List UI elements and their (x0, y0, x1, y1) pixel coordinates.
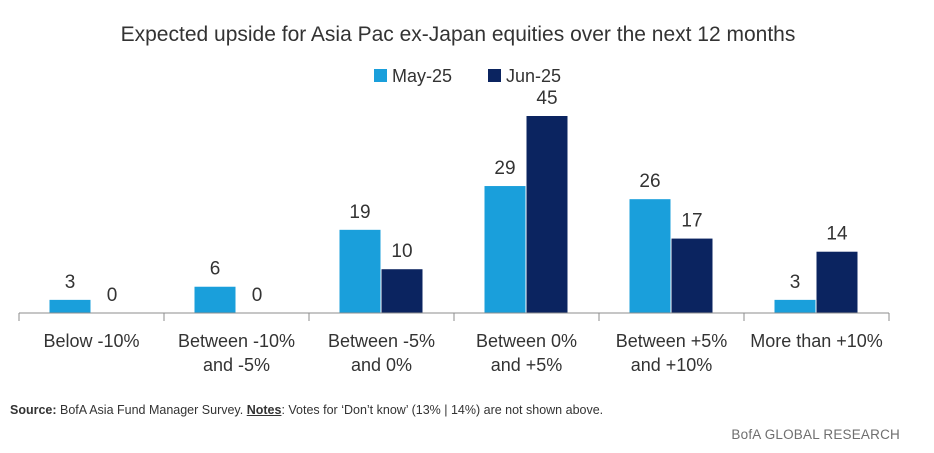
value-label-may-25-4: 26 (639, 171, 660, 192)
bar-may-25-0 (49, 299, 91, 313)
bar-jun-25-3 (526, 116, 568, 313)
bar-jun-25-4 (671, 238, 713, 313)
notes-text: : Votes for ‘Don’t know’ (13% | 14%) are… (281, 403, 604, 417)
bar-may-25-1 (194, 286, 236, 313)
category-label-4: Between +5% and +10% (616, 331, 728, 375)
category-label-0: Below -10% (43, 331, 139, 351)
category-label-1: Between -10% and -5% (178, 331, 295, 375)
value-label-may-25-3: 29 (494, 158, 515, 179)
bar-may-25-4 (629, 199, 671, 313)
source-text: BofA Asia Fund Manager Survey. (56, 403, 247, 417)
bar-jun-25-5 (816, 251, 858, 313)
value-label-jun-25-4: 17 (681, 211, 702, 232)
value-label-may-25-1: 6 (210, 259, 221, 280)
value-label-jun-25-2: 10 (391, 241, 412, 262)
value-label-jun-25-3: 45 (536, 88, 557, 109)
value-label-may-25-5: 3 (790, 272, 801, 293)
category-label-2: Between -5% and 0% (328, 331, 435, 375)
value-labels-group: 3 0 6 0 19 10 29 45 26 17 3 14 (65, 88, 848, 306)
source-note: Source: BofA Asia Fund Manager Survey. N… (10, 403, 603, 417)
legend-swatch-jun-25 (488, 69, 501, 82)
legend-label-jun-25: Jun-25 (506, 66, 561, 86)
notes-label: Notes (246, 403, 282, 417)
bar-may-25-5 (774, 299, 816, 313)
legend: May-25 Jun-25 (374, 66, 561, 86)
bar-may-25-3 (484, 186, 526, 313)
bar-chart: Expected upside for Asia Pac ex-Japan eq… (18, 23, 890, 375)
bars-group (49, 116, 858, 313)
bar-may-25-2 (339, 229, 381, 313)
brand-label: BofA GLOBAL RESEARCH (731, 427, 900, 442)
value-label-jun-25-0: 0 (107, 285, 118, 306)
value-label-jun-25-1: 0 (252, 285, 263, 306)
legend-swatch-may-25 (374, 69, 387, 82)
legend-label-may-25: May-25 (392, 66, 452, 86)
value-label-jun-25-5: 14 (826, 224, 848, 245)
value-label-may-25-2: 19 (349, 202, 370, 223)
category-labels-group: Below -10% Between -10% and -5% Between -5%… (43, 331, 882, 375)
chart-title: Expected upside for Asia Pac ex-Japan eq… (121, 23, 796, 46)
category-label-5: More than +10% (750, 331, 883, 351)
x-axis (18, 312, 890, 321)
value-label-may-25-0: 3 (65, 272, 76, 293)
category-label-3: Between 0% and +5% (476, 331, 577, 375)
source-label: Source: (10, 403, 57, 417)
bar-jun-25-2 (381, 269, 423, 313)
